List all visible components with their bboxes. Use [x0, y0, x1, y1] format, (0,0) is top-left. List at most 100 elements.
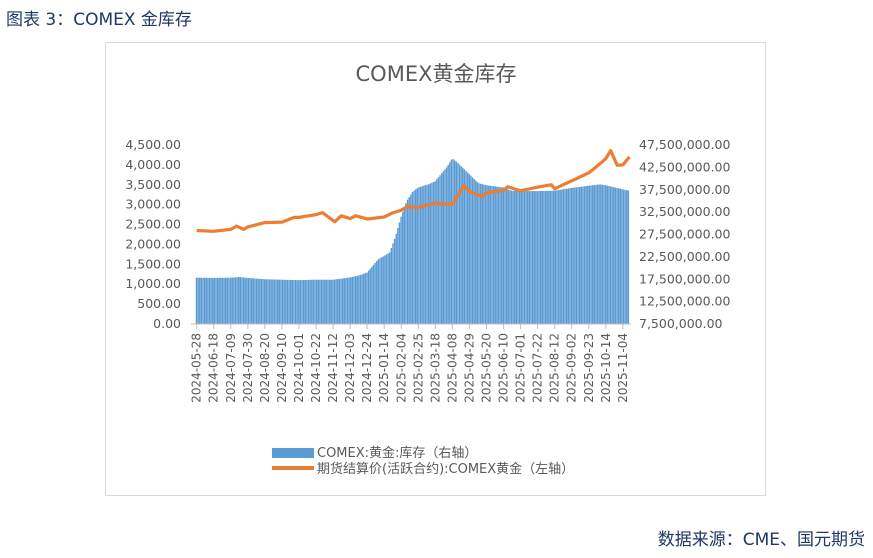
bar [504, 188, 506, 324]
bar [479, 183, 482, 324]
bar [242, 277, 245, 324]
bar [512, 190, 514, 324]
legend-line-label: 期货结算价(活跃合约):COMEX黄金（左轴） [317, 461, 574, 477]
bar [346, 277, 349, 324]
bar [301, 280, 303, 324]
bar [351, 276, 354, 324]
y-right-tick-label: 32,500,000.00 [639, 204, 730, 219]
x-tick-label: 2024-06-18 [207, 333, 221, 403]
bar [453, 160, 456, 324]
x-tick-label: 2025-06-10 [497, 333, 511, 403]
bar [195, 277, 198, 324]
bar [478, 183, 480, 324]
x-tick-label: 2024-09-10 [275, 333, 289, 403]
x-tick-label: 2025-10-14 [599, 333, 613, 403]
bar [263, 279, 266, 324]
y-right-tick-label: 27,500,000.00 [639, 227, 730, 242]
bar [460, 166, 462, 324]
bar [527, 191, 529, 324]
bar [507, 189, 509, 324]
bar [583, 186, 586, 324]
bar [260, 278, 263, 324]
bar [218, 277, 220, 324]
bar [389, 252, 391, 324]
bar [200, 277, 203, 324]
bar [304, 279, 306, 324]
bar [530, 191, 532, 324]
bar [557, 190, 560, 324]
bar [212, 277, 214, 324]
bar [410, 194, 412, 324]
bar [570, 187, 573, 324]
bar [434, 181, 436, 324]
x-tick-label: 2024-05-28 [190, 333, 204, 403]
bar [551, 190, 553, 324]
bar [272, 279, 274, 324]
bar [350, 277, 352, 324]
bar [510, 190, 513, 324]
legend-bar-swatch [272, 448, 314, 458]
bar [429, 183, 432, 324]
bar [314, 279, 316, 324]
bar [520, 191, 522, 324]
bar [535, 191, 537, 324]
figure-caption: 图表 3：COMEX 金库存 [6, 10, 192, 30]
bar [426, 184, 428, 324]
y-right-tick-labels: 7,500,000.00 12,500,000.00 17,500,000.00 22… [639, 137, 730, 331]
bar [255, 278, 258, 324]
bar [293, 280, 295, 324]
bar [259, 278, 261, 324]
bar [540, 191, 542, 324]
bar [384, 255, 386, 324]
bar [225, 277, 227, 324]
bar [523, 191, 526, 324]
bar [574, 187, 576, 324]
bar [262, 279, 264, 324]
bar [289, 279, 292, 324]
y-left-tick-label: 4,500.00 [125, 137, 181, 152]
x-tick-label: 2025-04-08 [445, 333, 459, 403]
bar [595, 184, 597, 324]
bar [502, 187, 505, 324]
bar [431, 182, 433, 324]
bar [367, 270, 370, 324]
x-tick-label: 2024-12-24 [360, 333, 374, 403]
bar [216, 277, 219, 324]
bar [393, 238, 396, 324]
bar [238, 277, 240, 324]
bar [603, 185, 605, 324]
bar [366, 272, 368, 324]
bar [606, 185, 608, 324]
bar [492, 186, 495, 324]
bar [572, 187, 574, 324]
bar [536, 191, 539, 324]
bar [372, 264, 375, 324]
bar [202, 277, 204, 324]
bar [387, 253, 389, 324]
y-left-tick-label: 3,000.00 [125, 197, 181, 212]
bar [330, 279, 332, 324]
bar [484, 185, 487, 324]
x-tick-label: 2024-07-09 [224, 333, 238, 403]
bar [257, 278, 259, 324]
y-right-tick-label: 12,500,000.00 [639, 294, 730, 309]
bar [483, 184, 485, 324]
bar [578, 186, 581, 324]
bar [486, 185, 488, 324]
bar [548, 190, 550, 324]
bar [491, 186, 493, 324]
bar [236, 277, 238, 324]
bar [522, 191, 524, 324]
bar [466, 172, 469, 324]
x-tick-label: 2025-07-01 [514, 333, 528, 403]
bar [247, 277, 250, 324]
bar-series-group [195, 159, 630, 325]
bar [416, 188, 419, 324]
bar [609, 186, 612, 324]
bar [541, 190, 544, 324]
bar [363, 273, 365, 324]
bar [392, 243, 394, 324]
bar [622, 189, 625, 324]
y-left-tick-label: 2,000.00 [125, 236, 181, 251]
bar [627, 190, 630, 324]
